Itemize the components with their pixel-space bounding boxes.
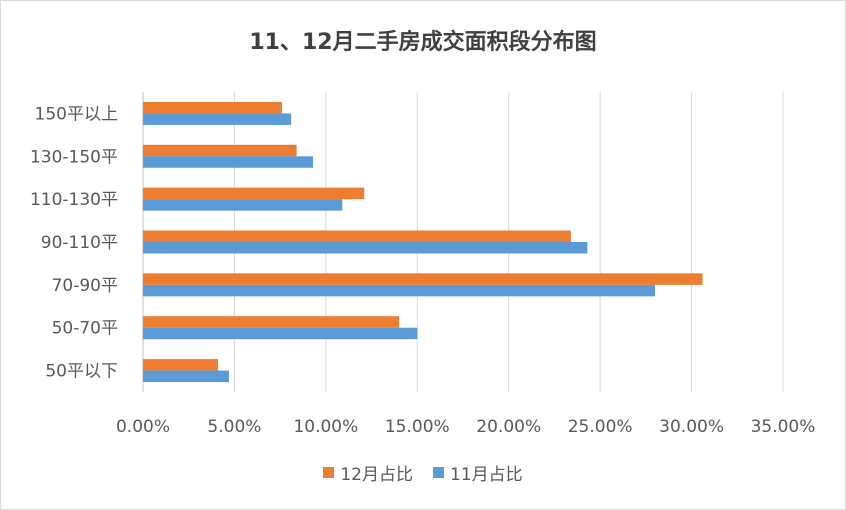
x-tick-label: 25.00% <box>568 417 633 437</box>
bar-dec <box>143 187 365 200</box>
bar-dec <box>143 101 282 114</box>
bar-dec <box>143 273 703 285</box>
bar-nov <box>143 327 418 340</box>
bar-dec <box>143 144 297 157</box>
bar-nov <box>143 242 588 254</box>
legend-label: 12月占比 <box>340 465 413 485</box>
category-label: 70-90平 <box>52 276 118 296</box>
legend: 12月占比 11月占比 <box>0 460 846 485</box>
x-tick-label: 0.00% <box>116 417 170 437</box>
x-tick-label: 15.00% <box>385 417 450 437</box>
category-label: 50平以下 <box>45 362 118 382</box>
category-label: 50-70平 <box>52 319 118 339</box>
legend-item: 11月占比 <box>433 460 523 485</box>
legend-item: 12月占比 <box>323 460 413 485</box>
bar-nov <box>143 156 314 168</box>
x-tick-label: 20.00% <box>476 417 541 437</box>
bar-nov <box>143 284 655 297</box>
category-label: 110-130平 <box>30 190 118 210</box>
category-labels: 50平以下 50-70平 70-90平 90-110平 110-130平 130-150平… <box>30 104 118 381</box>
category-label: 150平以上 <box>35 104 118 124</box>
bar-nov <box>143 199 343 211</box>
chart-title: 11、12月二手房成交面积段分布图 <box>249 30 597 55</box>
x-tick-label: 10.00% <box>293 417 358 437</box>
bar-dec <box>143 316 399 328</box>
x-tick-label: 5.00% <box>207 417 261 437</box>
category-label: 90-110平 <box>41 233 118 253</box>
bar-dec <box>143 359 218 371</box>
legend-label: 11月占比 <box>450 465 523 485</box>
bar-nov <box>143 370 229 383</box>
bar-dec <box>143 230 571 242</box>
bar-nov <box>143 113 292 125</box>
bars <box>143 101 703 383</box>
x-tick-labels: 0.00% 5.00% 10.00% 15.00% 20.00% 25.00% 30.00%… <box>116 417 815 437</box>
x-tick-label: 30.00% <box>659 417 724 437</box>
x-tick-label: 35.00% <box>751 417 816 437</box>
legend-swatch <box>433 467 444 478</box>
legend-swatch <box>323 467 335 478</box>
category-label: 130-150平 <box>30 147 118 167</box>
